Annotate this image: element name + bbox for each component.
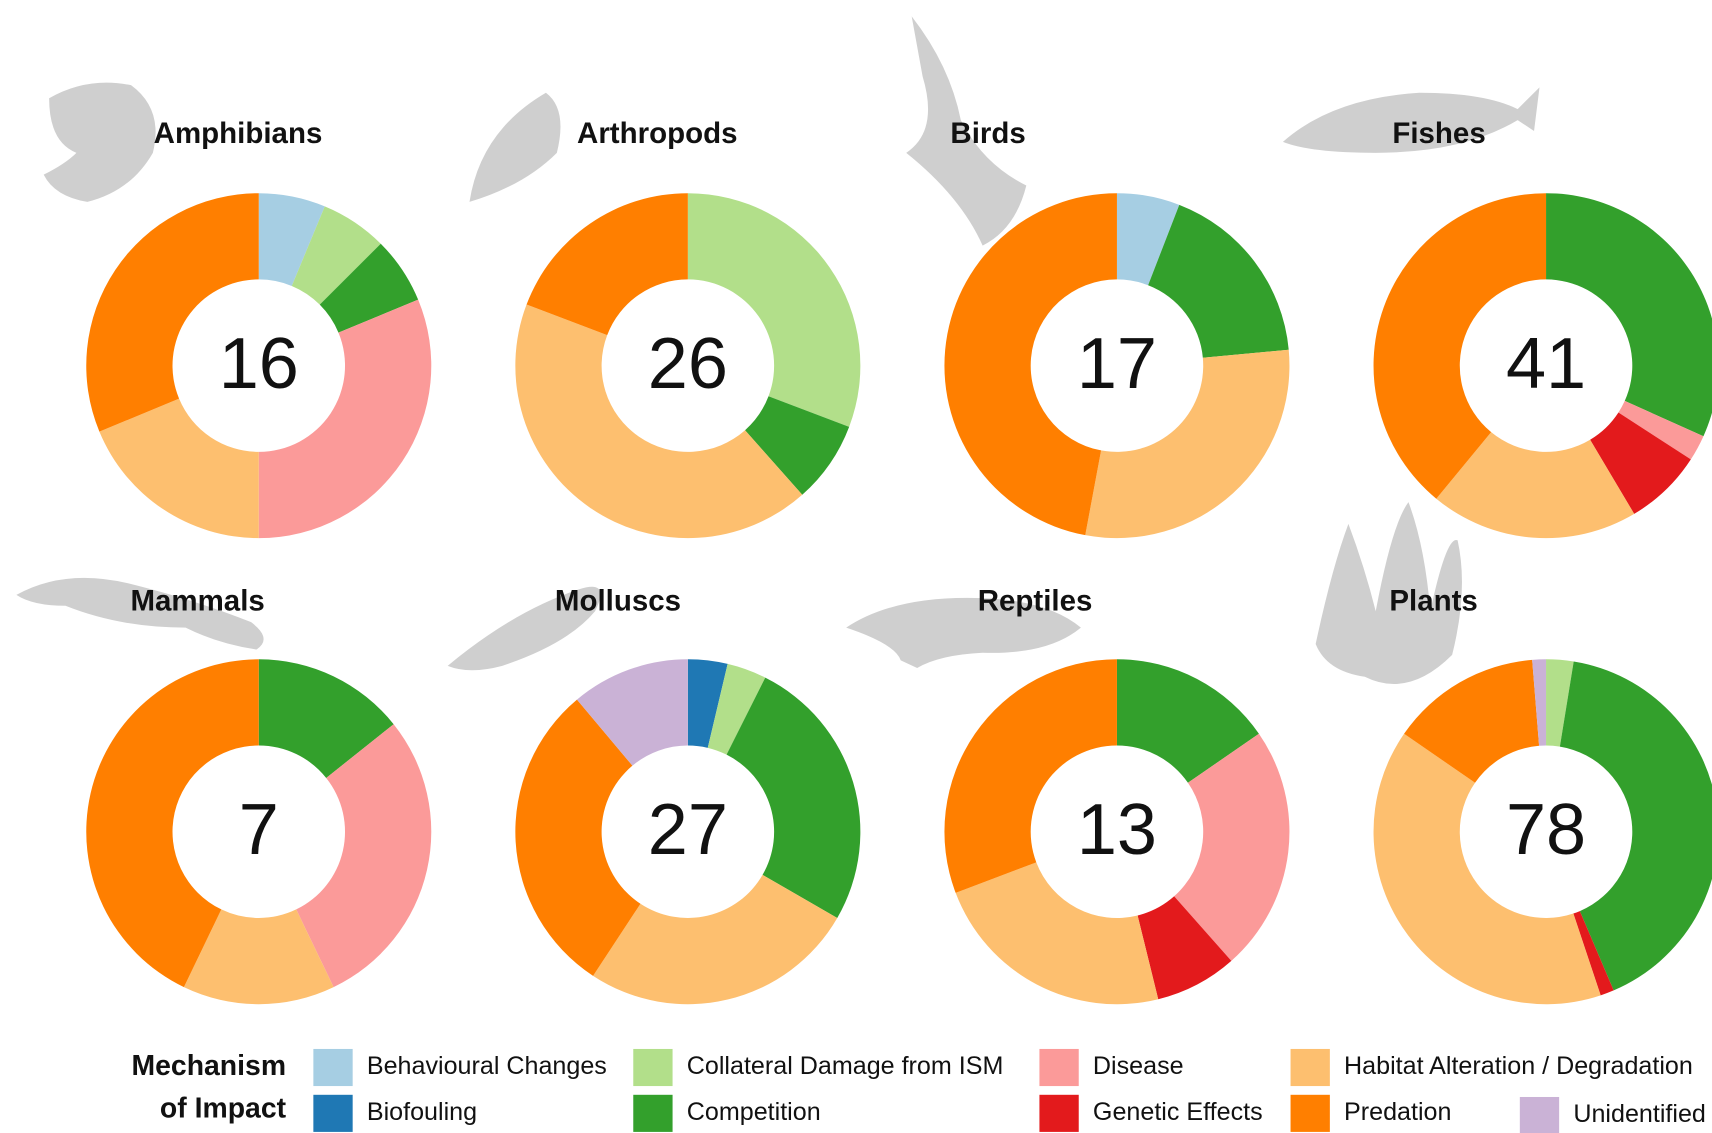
reptile-silhouette xyxy=(846,597,1081,669)
mammal-silhouette xyxy=(16,577,264,650)
donut-segment xyxy=(515,304,803,539)
donut-segment xyxy=(1137,896,1232,1000)
legend-label: Collateral Damage from ISM xyxy=(687,1052,1004,1080)
donut-segment xyxy=(726,677,861,918)
donut-segment xyxy=(291,206,381,305)
donut-segment xyxy=(944,193,1117,536)
donut-segment xyxy=(1148,204,1289,358)
donut-segment xyxy=(707,663,766,755)
chart-title: Mammals xyxy=(130,584,264,617)
center-total: 17 xyxy=(1077,324,1157,404)
donut-segment xyxy=(258,659,394,778)
donut-segment xyxy=(86,193,259,432)
donut-segment xyxy=(1546,659,1574,747)
donut-segment xyxy=(1116,659,1259,783)
donut-segment xyxy=(745,396,850,495)
donut-segment xyxy=(687,193,861,427)
donut-segment xyxy=(576,659,688,766)
legend-swatch xyxy=(1039,1048,1079,1087)
donut-segment xyxy=(258,193,325,286)
donut-segment xyxy=(687,659,728,748)
donut-segment xyxy=(593,874,838,1005)
center-total: 13 xyxy=(1077,790,1157,870)
donut-segment xyxy=(86,659,259,988)
donut-segment xyxy=(526,193,688,336)
legend-label: Predation xyxy=(1344,1098,1451,1126)
chart-title: Reptiles xyxy=(978,584,1093,617)
legend-label: Behavioural Changes xyxy=(367,1052,607,1080)
bird-silhouette xyxy=(906,16,1027,246)
donut-segment xyxy=(944,659,1117,893)
donut-segment xyxy=(1559,661,1712,991)
legend-label: Disease xyxy=(1093,1052,1184,1080)
legend-swatch xyxy=(313,1094,353,1132)
donut-segment xyxy=(1532,659,1547,746)
donut-segment xyxy=(1573,911,1614,996)
donut-segment xyxy=(1373,193,1547,499)
center-total: 16 xyxy=(219,324,299,404)
silhouettes xyxy=(16,16,1540,685)
donut-segment xyxy=(1174,733,1290,961)
fish-silhouette xyxy=(1282,87,1540,153)
chart-title: Plants xyxy=(1389,584,1477,617)
donut-segment xyxy=(1404,659,1540,783)
donut-segment xyxy=(1590,412,1691,514)
legend-swatch xyxy=(1290,1094,1330,1132)
legend-swatch xyxy=(1039,1094,1079,1132)
donut-segment xyxy=(296,724,432,988)
chart-title: Birds xyxy=(950,117,1025,150)
donut-segment xyxy=(1085,349,1290,539)
legend-swatch xyxy=(1290,1048,1330,1087)
frog-silhouette xyxy=(43,82,156,202)
donut-segment xyxy=(955,862,1159,1005)
legend-swatch xyxy=(1519,1096,1560,1133)
chart-title: Fishes xyxy=(1392,117,1485,150)
center-total: 7 xyxy=(239,790,279,870)
donut-segment xyxy=(1436,432,1635,539)
legend-label: Genetic Effects xyxy=(1093,1098,1263,1126)
plant-silhouette xyxy=(1315,502,1462,685)
chart-title: Amphibians xyxy=(154,117,323,150)
center-total: 41 xyxy=(1506,324,1586,404)
donut-segment xyxy=(1546,193,1712,437)
center-total: 26 xyxy=(648,324,728,404)
legend-label: Unidentified xyxy=(1573,1100,1706,1128)
legend-label: Competition xyxy=(687,1098,821,1126)
donut-segment xyxy=(99,398,259,539)
legend-swatch xyxy=(633,1094,673,1132)
legend-label: Habitat Alteration / Degradation xyxy=(1344,1052,1693,1080)
legend-label: Biofouling xyxy=(367,1098,477,1126)
donut-segment xyxy=(319,243,419,333)
slug-silhouette xyxy=(447,586,601,671)
donut-segment xyxy=(258,299,432,539)
donut-segment xyxy=(1373,733,1601,1005)
donut-segment xyxy=(515,699,641,976)
legend-swatch xyxy=(633,1048,673,1087)
donut-segment xyxy=(1618,400,1704,460)
center-total: 78 xyxy=(1506,790,1586,870)
legend-swatch xyxy=(313,1048,353,1087)
chart-title: Arthropods xyxy=(577,117,737,150)
center-total: 27 xyxy=(648,790,728,870)
donut-segment xyxy=(183,909,334,1005)
legend-title: Mechanism xyxy=(131,1050,286,1082)
legend-title: of Impact xyxy=(160,1093,287,1125)
moth-silhouette xyxy=(469,92,561,202)
chart-title: Molluscs xyxy=(555,584,681,617)
donut-segment xyxy=(1116,193,1180,286)
